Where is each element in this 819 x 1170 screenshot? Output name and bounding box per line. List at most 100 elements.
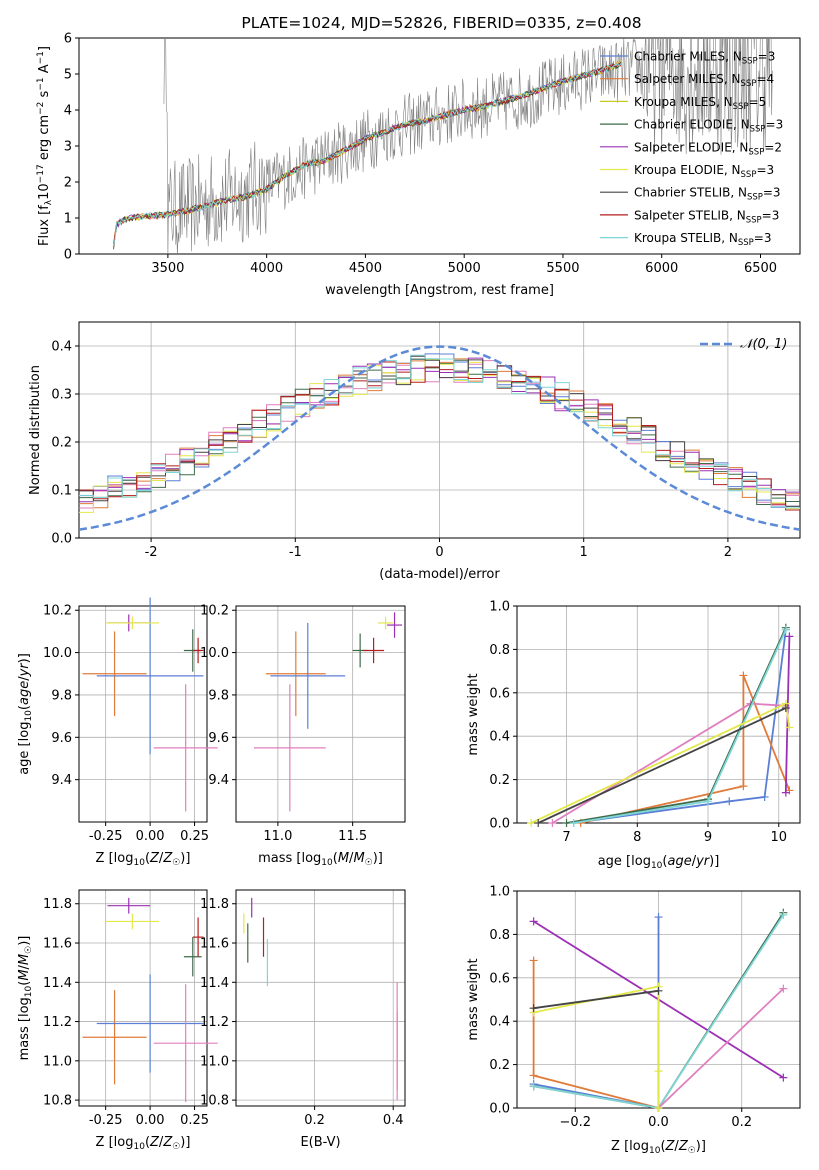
y-tick-label: 9.6 — [51, 731, 72, 746]
weight-marker — [781, 625, 790, 634]
weight-marker — [739, 782, 748, 791]
x-tick-label: 0.25 — [180, 1113, 209, 1128]
x-tick-label: −0.2 — [559, 1115, 591, 1130]
x-axis-label: Z [log10(Z/Z☉)] — [96, 1135, 191, 1152]
weight-marker — [654, 1104, 663, 1112]
weight-series-8 — [533, 989, 659, 1010]
weight-marker — [779, 910, 788, 919]
weight-marker — [725, 797, 734, 806]
weight-marker — [529, 917, 538, 926]
mass-vs-z-axes-points — [82, 897, 218, 1103]
weight-marker — [704, 797, 713, 806]
x-tick-label: -1 — [289, 545, 302, 560]
y-axis-label: mass weight — [466, 958, 481, 1040]
legend-entry: Chabrier MILES, NSSP=3 — [634, 50, 775, 67]
x-tick-label: 5000 — [448, 261, 481, 276]
age-vs-z-axes: -0.25 0.00 0.25 9.4 9.6 9.8 10.0 10.2 — [43, 604, 209, 844]
axes-frame — [235, 605, 406, 823]
y-tick-label: 9.8 — [51, 688, 72, 703]
x-tick-label: 3500 — [151, 261, 184, 276]
weight-marker — [654, 1067, 663, 1076]
y-axis-label: mass [log10(M/M☉)] — [17, 936, 34, 1061]
x-tick-label: -2 — [145, 545, 158, 560]
weight-marker — [529, 1082, 538, 1091]
weight-marker — [739, 671, 748, 680]
y-tick-label: 11.8 — [43, 897, 72, 912]
histogram-1 — [79, 353, 800, 508]
y-tick-label: 11.2 — [43, 1015, 72, 1030]
y-tick-label: 9.6 — [208, 731, 229, 746]
y-tick-label: 1.0 — [489, 885, 510, 900]
weight-series-5 — [573, 629, 787, 824]
model-spectrum-6 — [113, 60, 622, 248]
y-tick-label: 10.2 — [200, 604, 229, 619]
x-axis-label: (data-model)/error — [379, 567, 500, 582]
weight-series-1 — [573, 629, 787, 824]
residual-axes: -2 -1 0 1 2 0.0 0.1 0.2 0.3 0.4 — [51, 321, 801, 560]
y-tick-label: 4 — [64, 104, 72, 119]
y-axis-label: age [log10(age/yr)] — [17, 653, 34, 775]
weight-marker — [527, 819, 536, 827]
weight-marker — [529, 956, 538, 965]
x-tick-label: 4500 — [349, 261, 382, 276]
weight-marker — [529, 1071, 538, 1080]
legend-entry: Salpeter STELIB, NSSP=3 — [634, 208, 779, 225]
weight-marker — [779, 984, 788, 993]
y-tick-label: 9.4 — [51, 773, 72, 788]
weight-marker — [654, 986, 663, 995]
weight-marker — [569, 819, 578, 827]
histograms — [79, 345, 800, 531]
y-tick-label: 10.0 — [43, 646, 72, 661]
y-tick-label: 10.2 — [43, 604, 72, 619]
x-tick-label: -0.25 — [89, 829, 123, 844]
y-tick-label: 10.8 — [43, 1094, 72, 1109]
histogram-9 — [79, 354, 800, 509]
y-tick-label: 11.8 — [200, 897, 229, 912]
y-tick-label: 1.0 — [489, 600, 510, 615]
gaussian-curve — [79, 345, 800, 531]
mass-vs-ebv-axes: 0.2 0.4 10.8 11.0 11.2 11.4 11.6 11.8 — [200, 889, 406, 1128]
x-tick-label: 0 — [435, 545, 443, 560]
x-tick-label: 0.25 — [180, 829, 209, 844]
x-axis-label: Z [log10(Z/Z☉)] — [611, 1139, 706, 1156]
y-tick-label: 3 — [64, 140, 72, 155]
y-tick-label: 2 — [64, 176, 72, 191]
weight-marker — [529, 1004, 538, 1013]
y-tick-label: 10.0 — [200, 646, 229, 661]
y-tick-label: 11.4 — [43, 976, 72, 991]
y-tick-label: 0.6 — [489, 686, 510, 701]
weight-vs-z-axes-series — [529, 908, 788, 1112]
weight-marker — [785, 632, 794, 641]
legend: Chabrier MILES, NSSP=3 Salpeter MILES, NS… — [600, 50, 783, 248]
legend-entry: 𝒩(0, 1) — [740, 337, 787, 352]
y-tick-label: 0.2 — [489, 773, 510, 788]
x-tick-label: 10 — [771, 830, 788, 845]
legend-entry: Kroupa ELODIE, NSSP=3 — [634, 163, 774, 180]
age-vs-z-axes-points — [82, 597, 218, 812]
y-tick-label: 0.2 — [51, 436, 72, 451]
chart-title: PLATE=1024, MJD=52826, FIBERID=0335, z=0… — [241, 14, 641, 32]
x-tick-label: 1 — [580, 545, 588, 560]
age-vs-mass-axes: 11.0 11.5 9.4 9.6 9.8 10.0 10.2 — [200, 604, 406, 844]
x-axis-label: wavelength [Angstrom, rest frame] — [325, 283, 554, 298]
age-vs-mass-axes-points — [253, 612, 403, 812]
weight-series-6 — [657, 987, 785, 1109]
legend-entry: Kroupa STELIB, NSSP=3 — [634, 231, 772, 248]
legend-entry: Salpeter MILES, NSSP=4 — [634, 72, 774, 89]
y-tick-label: 11.6 — [43, 937, 72, 952]
weight-vs-age-axes: 7 8 9 10 0.0 0.2 0.4 0.6 0.8 1.0 — [489, 600, 801, 845]
x-tick-label: 8 — [633, 830, 641, 845]
x-axis-label: Z [log10(Z/Z☉)] — [96, 851, 191, 868]
y-tick-label: 0.8 — [489, 643, 510, 658]
model-spectrum-8 — [113, 62, 622, 244]
weight-marker — [781, 788, 790, 797]
x-axis-label: mass [log10(M/M☉)] — [258, 851, 383, 868]
y-tick-label: 0.0 — [51, 532, 72, 547]
spectrum-lines — [113, 38, 773, 254]
y-tick-label: 11.2 — [200, 1015, 229, 1030]
x-tick-label: 0.4 — [383, 1113, 404, 1128]
x-tick-label: 0.2 — [731, 1115, 752, 1130]
y-tick-label: 11.4 — [200, 976, 229, 991]
y-tick-label: 0.6 — [489, 971, 510, 986]
legend-entry: Chabrier ELODIE, NSSP=3 — [634, 118, 783, 135]
